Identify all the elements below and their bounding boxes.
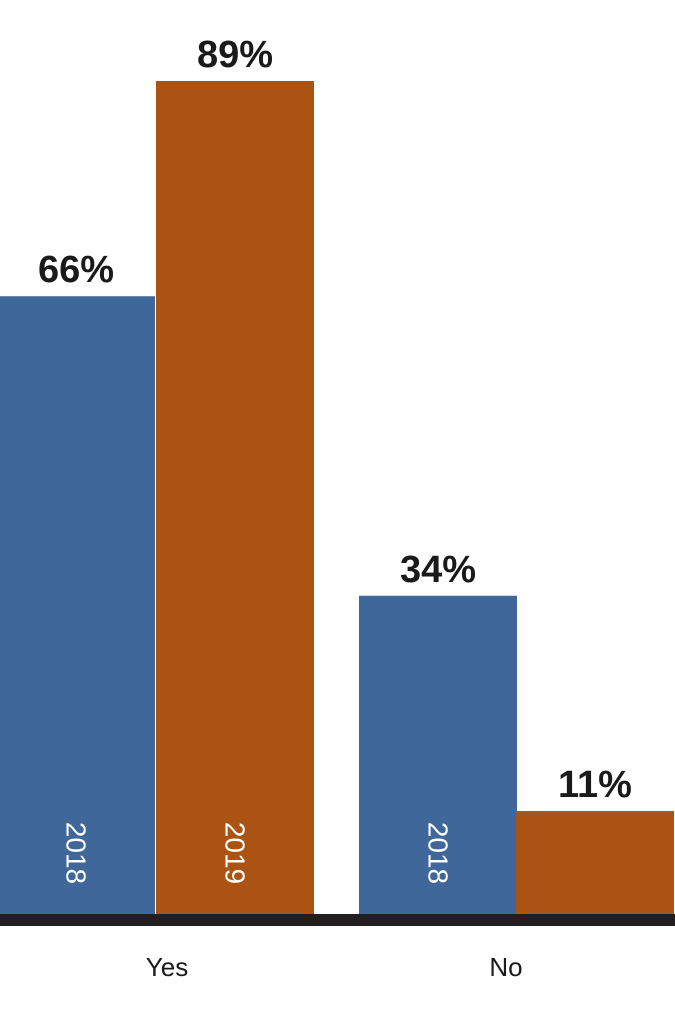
data-label-no-2018: 34% (400, 549, 476, 591)
bar-no-2018 (359, 595, 517, 914)
category-label-yes: Yes (146, 952, 188, 982)
bar-text-no-2018: 2018 (423, 822, 454, 884)
bar-yes-2018 (0, 296, 155, 914)
x-axis-line (0, 914, 675, 926)
bars-group (0, 80, 674, 914)
bar-no-2019 (516, 811, 674, 914)
data-label-no-2019: 11% (558, 764, 632, 806)
labels-group: 66% 2018 34% 2018 89% 2019 11% Yes No (38, 34, 632, 982)
category-label-no: No (489, 952, 522, 982)
bar-text-yes-2018: 2018 (61, 822, 92, 884)
data-label-yes-2018: 66% (38, 249, 114, 291)
bar-text-yes-2019: 2019 (220, 822, 251, 884)
data-label-yes-2019: 89% (197, 34, 273, 76)
bar-yes-2019 (156, 80, 314, 914)
